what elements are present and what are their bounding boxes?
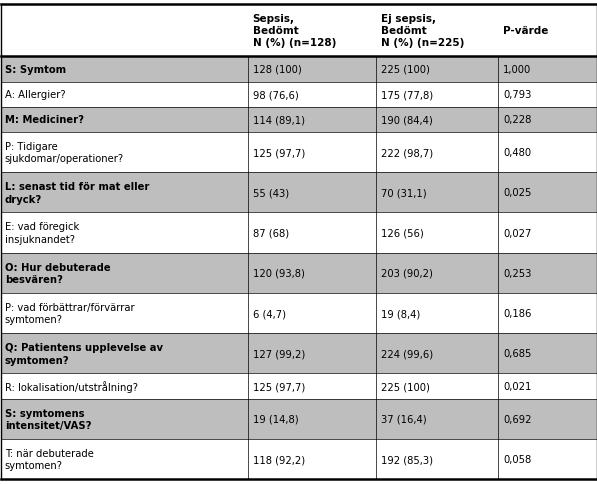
Text: 98 (76,6): 98 (76,6)	[253, 90, 298, 100]
Text: Ej sepsis,
Bedömt
N (%) (n=225): Ej sepsis, Bedömt N (%) (n=225)	[381, 14, 464, 48]
Text: 203 (90,2): 203 (90,2)	[381, 268, 433, 278]
Text: 225 (100): 225 (100)	[381, 381, 430, 391]
Text: 125 (97,7): 125 (97,7)	[253, 381, 305, 391]
Text: 192 (85,3): 192 (85,3)	[381, 454, 433, 464]
Text: E: vad föregick
insjuknandet?: E: vad föregick insjuknandet?	[5, 222, 79, 244]
Text: 127 (99,2): 127 (99,2)	[253, 348, 305, 359]
Text: L: senast tid för mat eller
dryck?: L: senast tid för mat eller dryck?	[5, 182, 149, 204]
Bar	[1, 107, 597, 133]
Text: 0,025: 0,025	[503, 188, 532, 198]
Text: 87 (68): 87 (68)	[253, 228, 289, 238]
Text: 128 (100): 128 (100)	[253, 65, 301, 75]
Text: 120 (93,8): 120 (93,8)	[253, 268, 304, 278]
Text: S: Symtom: S: Symtom	[5, 65, 66, 75]
Text: 0,685: 0,685	[503, 348, 532, 359]
Text: 6 (4,7): 6 (4,7)	[253, 308, 285, 318]
Text: 19 (8,4): 19 (8,4)	[381, 308, 420, 318]
Text: 190 (84,4): 190 (84,4)	[381, 115, 433, 125]
Text: S: symtomens
intensitet/VAS?: S: symtomens intensitet/VAS?	[5, 408, 91, 430]
Text: 70 (31,1): 70 (31,1)	[381, 188, 426, 198]
Bar	[1, 374, 597, 399]
Text: R: lokalisation/utstrålning?: R: lokalisation/utstrålning?	[5, 380, 138, 392]
Bar	[1, 133, 597, 173]
Text: 125 (97,7): 125 (97,7)	[253, 148, 305, 158]
Text: 0,228: 0,228	[503, 115, 532, 125]
Bar	[1, 293, 597, 333]
Text: P: Tidigare
sjukdomar/operationer?: P: Tidigare sjukdomar/operationer?	[5, 142, 124, 164]
Bar	[1, 57, 597, 82]
Text: M: Mediciner?: M: Mediciner?	[5, 115, 84, 125]
Text: T: när debuterade
symtomen?: T: när debuterade symtomen?	[5, 448, 94, 470]
Text: Sepsis,
Bedömt
N (%) (n=128): Sepsis, Bedömt N (%) (n=128)	[253, 14, 336, 48]
Text: 0,021: 0,021	[503, 381, 532, 391]
Bar	[1, 399, 597, 439]
Text: 126 (56): 126 (56)	[381, 228, 424, 238]
Text: P: vad förbättrar/förvärrar
symtomen?: P: vad förbättrar/förvärrar symtomen?	[5, 302, 134, 325]
Text: 0,253: 0,253	[503, 268, 532, 278]
Text: Q: Patientens upplevelse av
symtomen?: Q: Patientens upplevelse av symtomen?	[5, 342, 163, 365]
Bar	[1, 439, 597, 479]
Text: 224 (99,6): 224 (99,6)	[381, 348, 433, 359]
Text: 0,480: 0,480	[503, 148, 531, 158]
Bar	[1, 173, 597, 213]
Text: 222 (98,7): 222 (98,7)	[381, 148, 433, 158]
Text: 0,186: 0,186	[503, 308, 532, 318]
Text: O: Hur debuterade
besvären?: O: Hur debuterade besvären?	[5, 262, 110, 285]
Text: A: Allergier?: A: Allergier?	[5, 90, 66, 100]
Text: 1,000: 1,000	[503, 65, 531, 75]
Text: 0,027: 0,027	[503, 228, 532, 238]
Text: 0,692: 0,692	[503, 414, 532, 424]
Bar	[1, 82, 597, 107]
Text: 0,058: 0,058	[503, 454, 531, 464]
Text: 175 (77,8): 175 (77,8)	[381, 90, 433, 100]
Bar	[1, 253, 597, 293]
Text: 37 (16,4): 37 (16,4)	[381, 414, 426, 424]
Text: 19 (14,8): 19 (14,8)	[253, 414, 298, 424]
Text: 55 (43): 55 (43)	[253, 188, 289, 198]
Bar	[1, 333, 597, 374]
Text: 118 (92,2): 118 (92,2)	[253, 454, 304, 464]
Text: 114 (89,1): 114 (89,1)	[253, 115, 304, 125]
Text: 225 (100): 225 (100)	[381, 65, 430, 75]
Text: 0,793: 0,793	[503, 90, 532, 100]
Bar	[1, 5, 597, 57]
Bar	[1, 213, 597, 253]
Text: P-värde: P-värde	[503, 26, 549, 36]
